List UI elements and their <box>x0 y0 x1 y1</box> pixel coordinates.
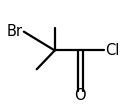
Text: Br: Br <box>6 24 23 39</box>
Text: Cl: Cl <box>105 43 119 58</box>
Text: O: O <box>75 88 86 103</box>
